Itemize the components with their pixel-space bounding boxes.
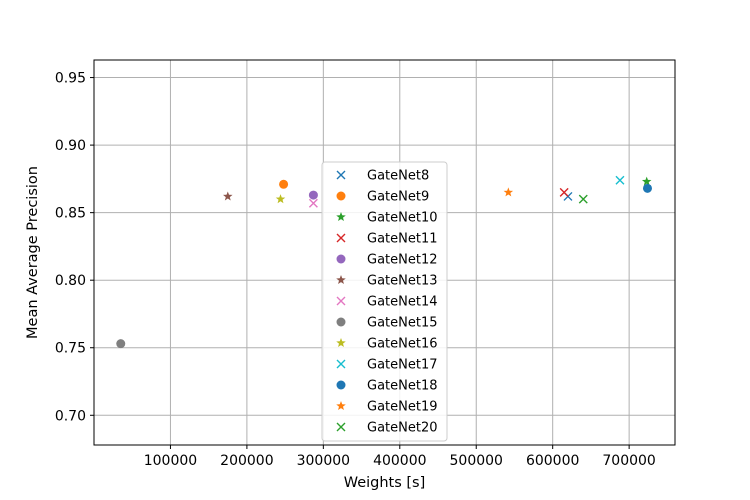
data-point [615,175,625,185]
legend-marker [336,233,346,243]
legend-marker [336,422,346,432]
legend-label: GateNet15 [367,316,438,331]
data-point [642,183,652,193]
y-axis-label: Mean Average Precision [25,166,41,339]
legend-label: GateNet14 [367,295,438,310]
y-tick-label: 0.70 [55,408,86,424]
data-point [116,339,126,349]
data-point [308,198,318,208]
data-point [223,191,233,201]
legend-marker [336,191,346,201]
x-tick-label: 100000 [144,453,197,469]
legend-marker [336,380,346,390]
legend-marker [336,338,346,348]
x-axis: 100000 200000 300000 400000 500000 600000 7000… [144,445,656,469]
y-tick-label: 0.85 [55,206,86,222]
x-tick-label: 600000 [526,453,579,469]
legend-box [321,161,448,442]
x-tick-label: 400000 [373,453,426,469]
plot-area [93,59,676,446]
legend-label: GateNet20 [367,421,438,436]
x-tick-label: 200000 [220,453,273,469]
legend-label: GateNet18 [367,379,438,394]
legend-marker [336,212,346,222]
data-point [559,187,569,197]
legend-label: GateNet19 [367,400,438,415]
x-tick-label: 700000 [602,453,655,469]
data-point [641,176,652,186]
legend-label: GateNet10 [367,211,438,226]
legend-label: GateNet17 [367,358,438,373]
y-tick-label: 0.75 [55,341,86,357]
legend-label: GateNet12 [367,253,438,268]
y-tick-label: 0.95 [55,71,86,87]
data-point [275,194,286,204]
data-points [116,175,652,349]
y-tick-label: 0.90 [55,138,86,154]
legend-marker [336,317,346,327]
legend-label: GateNet13 [367,274,438,289]
legend-label: GateNet16 [367,337,438,352]
data-point [308,190,318,200]
y-tick-label: 0.80 [55,273,86,289]
x-axis-label: Weights [s] [344,475,426,491]
x-tick-label: 300000 [297,453,350,469]
legend-marker [336,275,346,285]
y-axis: 0.70 0.75 0.80 0.85 0.90 0.95 [55,71,94,424]
legend-marker [336,296,346,306]
legend-marker [336,359,346,369]
legend: GateNet8 GateNet9 GateNet10 GateNet11 GateNe… [321,161,448,442]
legend-marker [336,170,346,180]
data-point [503,187,514,197]
legend-label: GateNet9 [367,190,429,205]
legend-label: GateNet11 [367,232,438,247]
legend-label: GateNet8 [367,169,429,184]
x-tick-label: 500000 [450,453,503,469]
data-point [578,194,588,204]
legend-marker [336,254,346,264]
legend-marker [336,401,346,411]
data-point [279,179,289,189]
